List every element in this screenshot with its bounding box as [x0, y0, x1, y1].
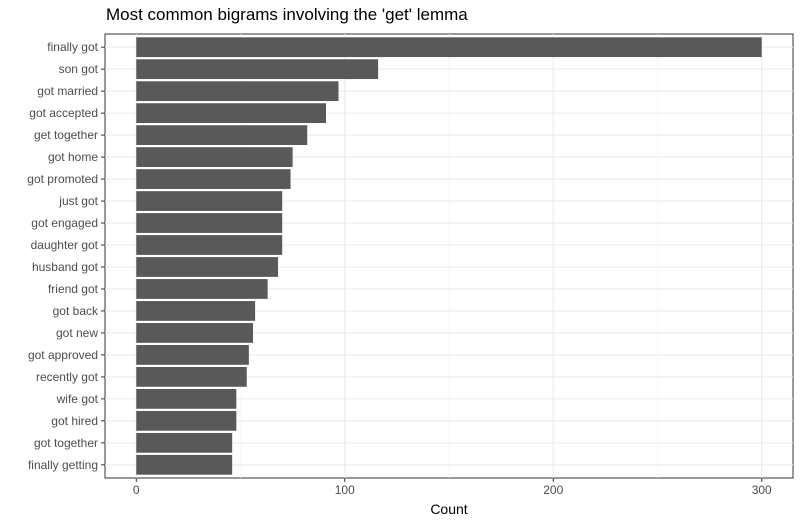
bar: [136, 323, 254, 343]
bar: [136, 367, 247, 387]
bar: [136, 454, 233, 475]
y-tick-label: husband got: [32, 260, 99, 274]
bar: [136, 257, 279, 277]
y-tick-label: daughter got: [31, 238, 99, 252]
y-axis-labels: finally got son got got married got accepte…: [27, 40, 105, 472]
y-tick-label: got engaged: [31, 216, 98, 230]
y-tick-label: got home: [48, 150, 98, 164]
bar: [136, 345, 249, 365]
y-tick-label: get together: [34, 128, 98, 142]
y-tick-label: got accepted: [29, 106, 98, 120]
y-tick-label: finally got: [47, 40, 98, 54]
y-tick-label: got hired: [51, 414, 98, 428]
y-tick-label: recently got: [36, 370, 99, 384]
x-tick-label: 100: [335, 483, 355, 497]
y-tick-label: just got: [58, 194, 98, 208]
bars: [136, 37, 762, 475]
bar: [136, 191, 283, 211]
y-tick-label: got approved: [28, 348, 98, 362]
bar: [136, 81, 339, 102]
bar: [136, 388, 237, 409]
bar: [136, 301, 256, 321]
bar: [136, 213, 283, 233]
x-axis-title: Count: [430, 501, 467, 517]
x-axis-labels: 0 100 200 300: [133, 478, 772, 497]
bar: [136, 279, 268, 299]
y-tick-label: got promoted: [27, 172, 98, 186]
bar: [136, 235, 283, 255]
chart-title: Most common bigrams involving the 'get' …: [106, 5, 468, 24]
bar: [136, 147, 293, 167]
bar: [136, 169, 291, 189]
bar: [136, 125, 308, 145]
y-tick-label: got together: [34, 436, 98, 450]
bar: [136, 59, 379, 80]
bar: [136, 410, 237, 431]
bar: [136, 103, 326, 124]
y-tick-label: got back: [53, 304, 99, 318]
y-tick-label: son got: [59, 62, 99, 76]
y-tick-label: got married: [37, 84, 98, 98]
y-tick-label: friend got: [48, 282, 99, 296]
y-tick-label: got new: [56, 326, 98, 340]
x-tick-label: 0: [133, 483, 140, 497]
y-tick-label: finally getting: [28, 458, 98, 472]
bar: [136, 432, 233, 453]
y-tick-label: wife got: [56, 392, 99, 406]
x-tick-label: 300: [752, 483, 772, 497]
x-tick-label: 200: [543, 483, 563, 497]
bar: [136, 37, 762, 58]
